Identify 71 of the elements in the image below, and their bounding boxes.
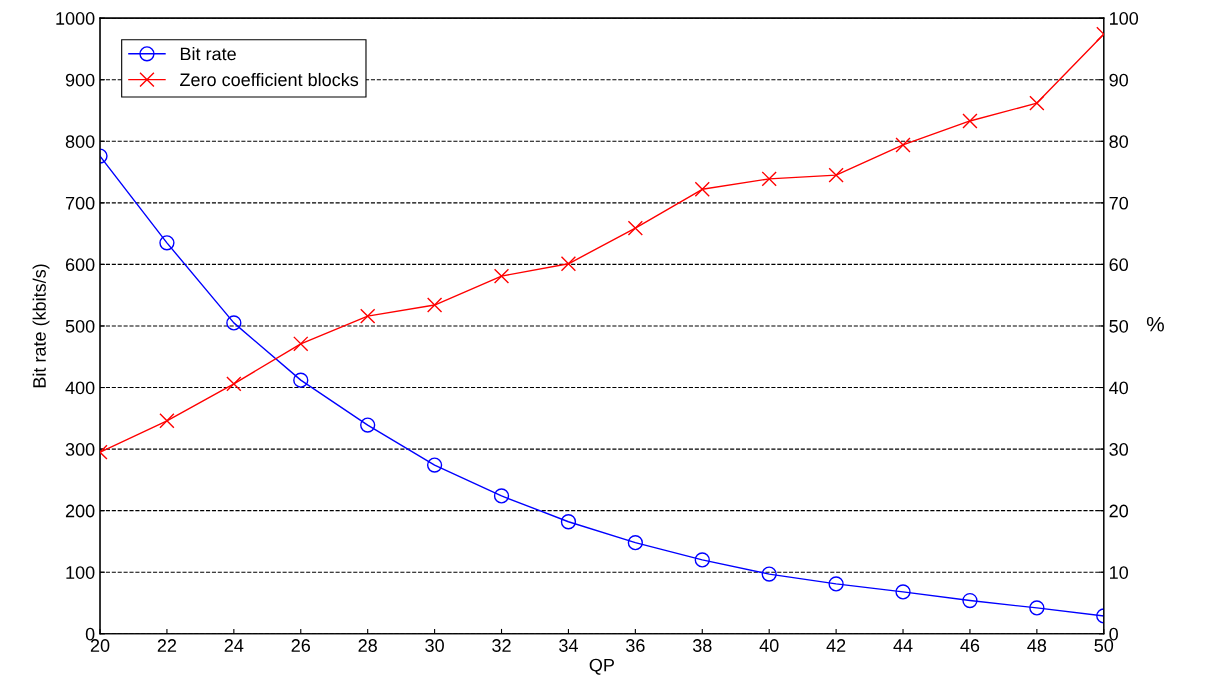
y2-tick-label: 40 [1109, 381, 1129, 395]
y-tick-label: 300 [65, 443, 95, 456]
point [1029, 95, 1045, 111]
y2-tick-label: 20 [1109, 504, 1129, 518]
x-tick-label: 48 [1027, 639, 1047, 652]
point [159, 413, 175, 429]
y-tick-label: 800 [65, 135, 95, 148]
point [159, 235, 175, 251]
x-tick-label: 50 [1094, 639, 1114, 652]
x-tick-label: 24 [224, 639, 244, 652]
point [560, 514, 577, 530]
point [226, 376, 242, 392]
y-tick-label: 600 [65, 258, 95, 272]
point [360, 417, 376, 433]
point [962, 592, 978, 609]
x-tick-label: 36 [626, 639, 645, 652]
x-axis-title: QP [589, 658, 614, 675]
point [627, 220, 643, 236]
y-tick-label: 1000 [56, 12, 95, 25]
point [627, 535, 643, 551]
legend-label: Zero coefficient blocks [180, 72, 359, 87]
y-tick-label: 100 [66, 566, 95, 579]
point [962, 113, 978, 129]
y-tick-label: 900 [65, 73, 95, 87]
y2-tick-label: 10 [1110, 566, 1129, 579]
y2-tick-label: 90 [1109, 73, 1129, 87]
y-tick-label: 400 [65, 381, 95, 395]
point [694, 552, 710, 568]
y2-tick-label: 80 [1109, 135, 1129, 148]
y2-tick-label: 50 [1109, 319, 1129, 333]
point [828, 167, 844, 183]
point [226, 315, 242, 331]
legend-label: Bit rate [180, 47, 236, 61]
point [761, 171, 777, 187]
x-tick-label: 46 [960, 639, 980, 652]
x-tick-label: 26 [291, 639, 311, 652]
x-tick-label: 28 [358, 639, 377, 652]
point [493, 268, 510, 284]
point [761, 566, 777, 582]
y-axis-title: Bit rate (kbits/s) [32, 264, 50, 388]
point [895, 137, 911, 153]
point [895, 584, 911, 600]
x-tick-label: 42 [826, 639, 846, 652]
x-tick-label: 34 [559, 639, 578, 652]
point [828, 576, 844, 592]
y2-tick-label: 60 [1109, 258, 1129, 272]
y2-axis-title: % [1146, 316, 1164, 332]
x-tick-label: 40 [759, 639, 779, 652]
y2-tick-label: 0 [1109, 627, 1118, 641]
y-tick-label: 700 [65, 196, 95, 210]
point [293, 372, 309, 388]
point [426, 297, 443, 313]
x-tick-label: 38 [692, 639, 712, 652]
point [493, 488, 510, 504]
point [360, 308, 376, 324]
y-tick-label: 500 [65, 319, 95, 333]
point [1029, 600, 1045, 616]
x-tick-label: 22 [157, 639, 177, 652]
point [694, 181, 710, 197]
y-tick-label: 0 [85, 627, 95, 641]
y2-tick-label: 70 [1109, 196, 1129, 210]
y2-tick-label: 100 [1110, 12, 1139, 25]
x-tick-label: 30 [425, 639, 444, 652]
y2-tick-label: 30 [1109, 443, 1129, 456]
x-tick-label: 44 [893, 639, 913, 652]
point [426, 457, 443, 473]
x-tick-label: 20 [90, 639, 110, 652]
y-tick-label: 200 [65, 504, 95, 518]
point [560, 256, 577, 272]
x-tick-label: 32 [492, 639, 511, 652]
point [293, 336, 309, 352]
